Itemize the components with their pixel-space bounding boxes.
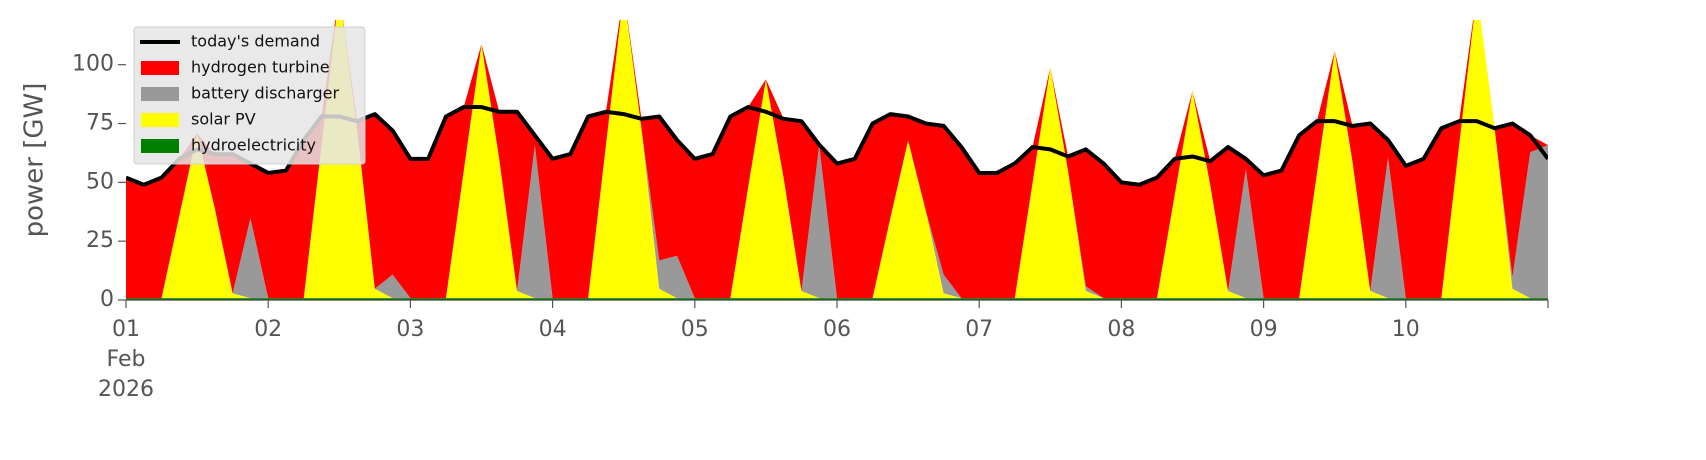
x-tick-label: 05 xyxy=(681,317,709,342)
x-tick-label: 02 xyxy=(254,317,282,342)
y-tick-label: 100 xyxy=(72,52,114,77)
x-tick-label: 07 xyxy=(965,317,993,342)
y-axis-label: power [GW] xyxy=(20,83,50,238)
x-tick-label: 08 xyxy=(1107,317,1135,342)
x-tick-label: 03 xyxy=(396,317,424,342)
area xyxy=(126,20,1548,299)
legend-label: today's demand xyxy=(191,32,320,51)
y-tick-label: 75 xyxy=(86,111,114,136)
x-tick-label: 06 xyxy=(823,317,851,342)
legend-swatch xyxy=(141,113,179,127)
legend-label: battery discharger xyxy=(191,84,339,103)
x-tick-label: 01 Feb 2026 xyxy=(98,317,154,402)
legend-swatch xyxy=(141,87,179,101)
legend: today's demand hydrogen turbine battery di… xyxy=(133,26,366,165)
legend-swatch xyxy=(141,139,179,153)
x-tick-label: 09 xyxy=(1250,317,1278,342)
x-tick-label: 10 xyxy=(1392,317,1420,342)
legend-label: hydrogen turbine xyxy=(191,58,330,77)
legend-box xyxy=(133,26,366,165)
x-tick-label: 04 xyxy=(539,317,567,342)
y-tick-label: 50 xyxy=(86,169,114,194)
legend-label: solar PV xyxy=(191,110,256,129)
legend-swatch xyxy=(141,61,179,75)
y-tick-label: 0 xyxy=(100,287,114,312)
legend-label: hydroelectricity xyxy=(191,136,316,155)
y-tick-label: 25 xyxy=(86,228,114,253)
axes: 0 25 50 75 100 01 Feb 2026 02 03 04 05 06 07 08 09 10 xyxy=(72,52,1549,402)
